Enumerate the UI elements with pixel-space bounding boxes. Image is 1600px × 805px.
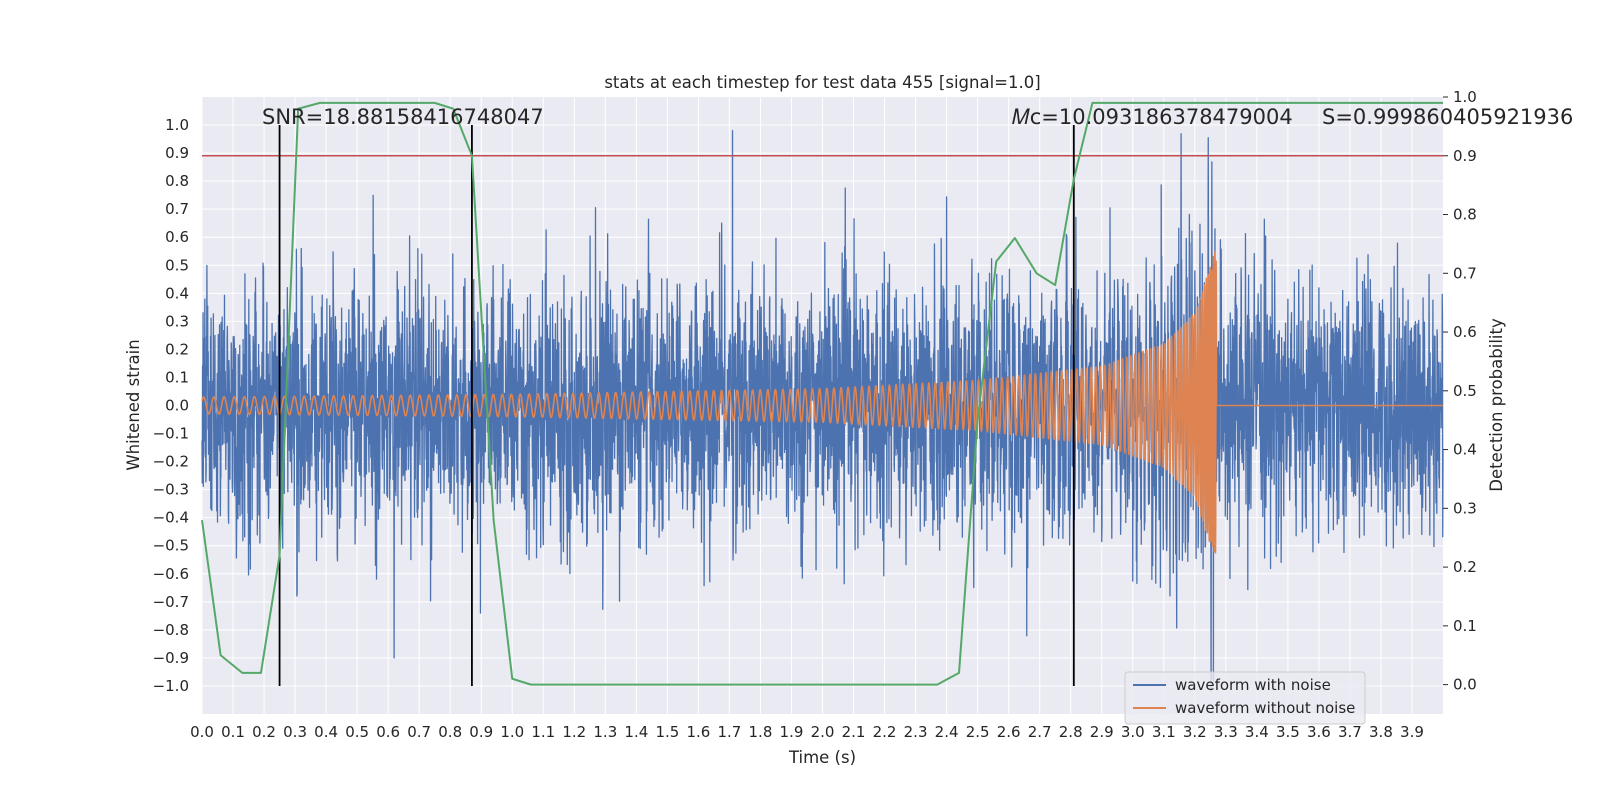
x-tick-labels: 0.0 0.1 0.2 0.3 0.4 0.5 0.6 0.7 0.8 0.9 1.0 1.1 1.2 1… xyxy=(190,723,1424,741)
x-tick-label: 3.1 xyxy=(1152,723,1176,741)
y-tick-label: −0.3 xyxy=(153,481,189,499)
x-tick-label: 2.3 xyxy=(904,723,928,741)
s-annotation: S=0.999860405921936 xyxy=(1322,105,1573,129)
y-tick-label: 0.0 xyxy=(165,397,189,415)
legend: waveform with noise waveform without noi… xyxy=(1124,671,1366,725)
x-tick-label: 2.7 xyxy=(1028,723,1052,741)
x-tick-label: 2.0 xyxy=(811,723,835,741)
y2-axis-label: Detection probability xyxy=(1487,318,1506,492)
y2-tick-label: 0.3 xyxy=(1453,499,1477,517)
x-tick-label: 1.2 xyxy=(562,723,586,741)
y-tick-label: −0.1 xyxy=(153,425,189,443)
x-tick-label: 1.7 xyxy=(717,723,741,741)
x-tick-label: 2.6 xyxy=(997,723,1021,741)
y-tick-label: −0.7 xyxy=(153,593,189,611)
snr-annotation: SNR=18.88158416748047 xyxy=(262,105,544,129)
x-tick-label: 3.2 xyxy=(1183,723,1207,741)
y-tick-label: −0.5 xyxy=(153,537,189,555)
y-tick-label: −0.8 xyxy=(153,621,189,639)
y2-tick-label: 0.9 xyxy=(1453,147,1477,165)
y-tick-label: 0.3 xyxy=(165,312,189,330)
x-tick-label: 1.0 xyxy=(500,723,524,741)
y-tick-label: −0.4 xyxy=(153,509,189,527)
x-tick-label: 3.4 xyxy=(1245,723,1269,741)
x-tick-label: 0.3 xyxy=(283,723,307,741)
y2-tick-label: 0.6 xyxy=(1453,323,1477,341)
x-tick-label: 0.9 xyxy=(469,723,493,741)
x-tick-label: 2.9 xyxy=(1090,723,1114,741)
x-tick-label: 0.4 xyxy=(314,723,338,741)
y2-tick-label: 0.4 xyxy=(1453,441,1477,459)
y2-tick-label: 0.2 xyxy=(1453,558,1477,576)
x-tick-label: 0.8 xyxy=(438,723,462,741)
y-tick-label: 0.6 xyxy=(165,228,189,246)
y-tick-label: 0.8 xyxy=(165,172,189,190)
y-tick-label: −0.9 xyxy=(153,649,189,667)
y2-tick-label: 0.5 xyxy=(1453,382,1477,400)
x-tick-label: 3.8 xyxy=(1369,723,1393,741)
legend-box xyxy=(1124,671,1366,725)
x-tick-label: 2.8 xyxy=(1059,723,1083,741)
y-tick-label: −0.2 xyxy=(153,453,189,471)
x-tick-label: 1.4 xyxy=(624,723,648,741)
x-tick-label: 1.9 xyxy=(780,723,804,741)
x-tick-label: 0.7 xyxy=(407,723,431,741)
chart-title: stats at each timestep for test data 455… xyxy=(604,73,1040,92)
y-tick-label: 0.7 xyxy=(165,200,189,218)
legend-label-clean: waveform without noise xyxy=(1175,699,1355,717)
x-tick-label: 3.7 xyxy=(1338,723,1362,741)
y-tick-label: 0.4 xyxy=(165,284,189,302)
detection-probability-layer xyxy=(201,101,1443,686)
y2-tick-label: 0.7 xyxy=(1453,264,1477,282)
x-tick-label: 2.5 xyxy=(966,723,990,741)
y-tick-label: −0.6 xyxy=(153,565,189,583)
x-tick-label: 3.6 xyxy=(1307,723,1331,741)
y-tick-label: 0.2 xyxy=(165,340,189,358)
y2-tick-label: 1.0 xyxy=(1453,88,1477,106)
x-tick-label: 0.6 xyxy=(376,723,400,741)
y-tick-label: 0.5 xyxy=(165,256,189,274)
detection-probability-line xyxy=(201,101,1443,686)
x-tick-label: 2.4 xyxy=(935,723,959,741)
x-tick-label: 3.9 xyxy=(1400,723,1424,741)
legend-label-noise: waveform with noise xyxy=(1175,676,1331,694)
x-tick-label: 1.1 xyxy=(531,723,555,741)
x-tick-label: 3.3 xyxy=(1214,723,1238,741)
y2-tick-label: 0.8 xyxy=(1453,206,1477,224)
reference-lines-layer xyxy=(202,125,1443,686)
x-tick-label: 0.0 xyxy=(190,723,214,741)
x-tick-label: 0.5 xyxy=(345,723,369,741)
chirp-mass-annotation: 𝑀ᴄ=10.093186378479004 xyxy=(1012,105,1293,129)
y2-tick-label: 0.1 xyxy=(1453,617,1477,635)
x-tick-label: 3.0 xyxy=(1121,723,1145,741)
y-tick-label: 1.0 xyxy=(165,116,189,134)
x-tick-label: 3.5 xyxy=(1276,723,1300,741)
y-tick-label: −1.0 xyxy=(153,677,189,695)
x-tick-label: 1.8 xyxy=(749,723,773,741)
y2-tick-label: 0.0 xyxy=(1453,676,1477,694)
x-axis-label: Time (s) xyxy=(788,748,856,767)
y-tick-label: 0.9 xyxy=(165,144,189,162)
x-tick-label: 1.3 xyxy=(593,723,617,741)
x-tick-label: 0.1 xyxy=(221,723,245,741)
y2-tick-labels: 1.0 0.9 0.8 0.7 0.6 0.5 0.4 0.3 0.2 0.1 0.0 xyxy=(1443,88,1477,694)
y-tick-labels: 1.0 0.9 0.8 0.7 0.6 0.5 0.4 0.3 0.2 0.1 0.0 −0.1 −0.… xyxy=(153,116,189,695)
x-tick-label: 2.2 xyxy=(873,723,897,741)
y-axis-label: Whitened strain xyxy=(124,339,143,470)
x-tick-label: 0.2 xyxy=(252,723,276,741)
x-tick-label: 1.6 xyxy=(686,723,710,741)
x-tick-label: 2.1 xyxy=(842,723,866,741)
waveform-without-noise-layer xyxy=(201,251,1444,554)
waveform-without-noise-line xyxy=(201,251,1444,554)
y-tick-label: 0.1 xyxy=(165,368,189,386)
x-tick-label: 1.5 xyxy=(655,723,679,741)
